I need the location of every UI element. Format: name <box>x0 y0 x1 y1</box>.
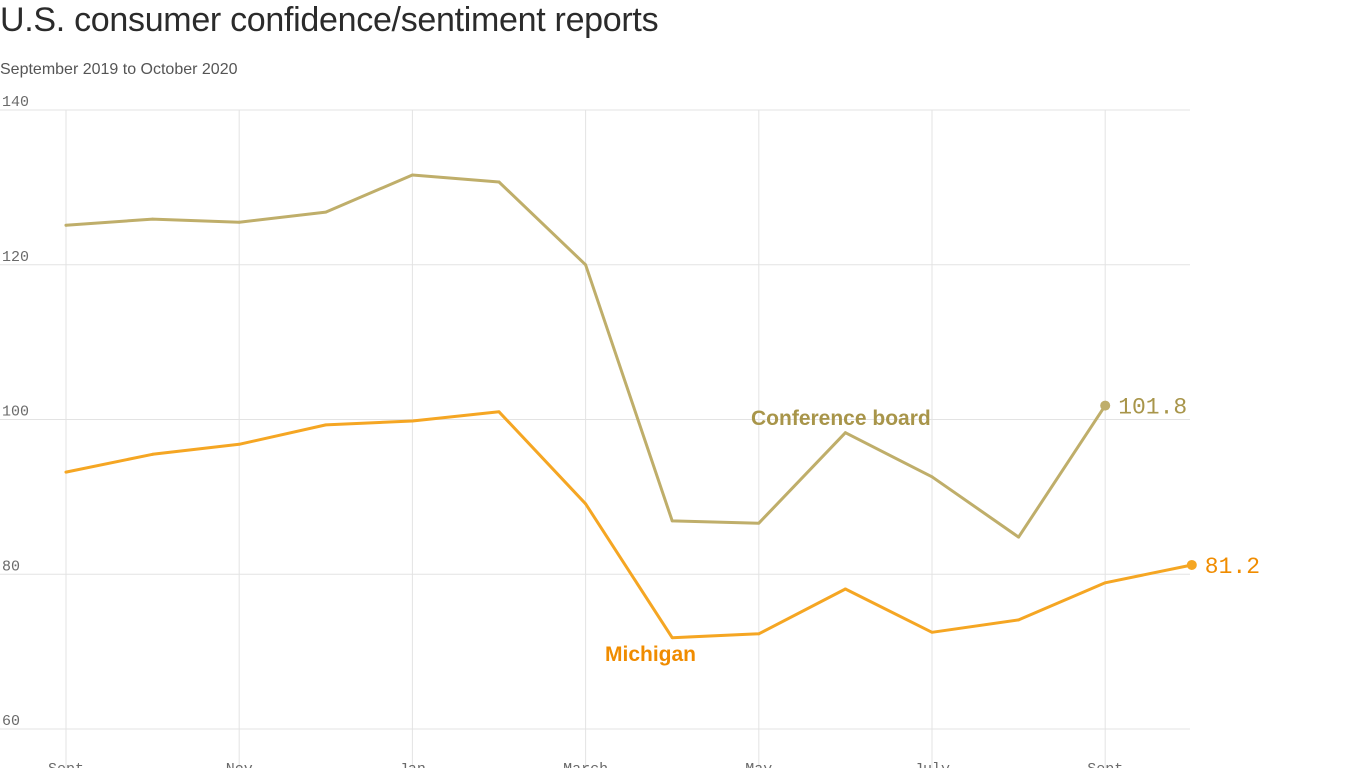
data-point <box>757 632 761 636</box>
y-gridlines <box>0 109 1190 730</box>
data-point <box>930 475 934 479</box>
data-point <box>237 442 241 446</box>
x-tick-label: Sept <box>48 761 84 768</box>
data-point <box>411 419 414 423</box>
y-tick-label: 120 <box>2 249 29 266</box>
data-point <box>64 470 68 474</box>
data-point <box>324 423 328 427</box>
x-tick-label: March <box>563 761 608 768</box>
data-point <box>497 410 501 414</box>
end-point-marker <box>1186 559 1197 570</box>
series-line-1 <box>64 410 1194 640</box>
series-name-label: Conference board <box>751 407 931 430</box>
data-point <box>844 587 847 591</box>
end-point-marker <box>1100 400 1111 411</box>
series-lines <box>64 173 1194 640</box>
chart-title: U.S. consumer confidence/sentiment repor… <box>0 1 659 39</box>
data-point <box>64 223 68 227</box>
data-point <box>1017 535 1020 539</box>
series-labels: Conference board Michigan <box>605 407 931 666</box>
data-point <box>1017 618 1020 622</box>
x-axis-ticks: Sept Nov Jan March May July Sept <box>48 761 1123 768</box>
end-value-label: 101.8 <box>1118 395 1187 421</box>
data-point <box>151 217 155 221</box>
data-point <box>757 521 761 525</box>
data-point <box>237 220 241 224</box>
data-point <box>930 630 934 634</box>
y-tick-label: 80 <box>2 558 20 575</box>
data-point <box>324 210 328 214</box>
x-tick-label: Sept <box>1087 761 1123 768</box>
data-point <box>844 431 847 435</box>
series-name-label: Michigan <box>605 643 696 666</box>
data-point <box>670 636 674 640</box>
x-tick-label: May <box>745 761 772 768</box>
data-point <box>411 173 414 177</box>
data-point <box>497 180 501 184</box>
end-value-label: 81.2 <box>1205 554 1260 580</box>
x-tick-label: Jan <box>399 761 426 768</box>
y-tick-label: 60 <box>2 713 20 730</box>
chart-subtitle: September 2019 to October 2020 <box>0 61 238 78</box>
data-point <box>584 263 587 267</box>
x-tick-label: Nov <box>226 761 253 768</box>
data-point <box>584 502 587 506</box>
y-tick-label: 100 <box>2 404 29 421</box>
x-tick-label: July <box>914 761 950 768</box>
data-point <box>1103 581 1107 585</box>
x-gridlines <box>65 110 1106 768</box>
end-markers: 101.8 81.2 <box>1100 395 1260 580</box>
y-axis-ticks: 60 80 100 120 140 <box>2 94 29 730</box>
data-point <box>151 452 155 456</box>
y-tick-label: 140 <box>2 94 29 111</box>
data-point <box>670 519 674 523</box>
